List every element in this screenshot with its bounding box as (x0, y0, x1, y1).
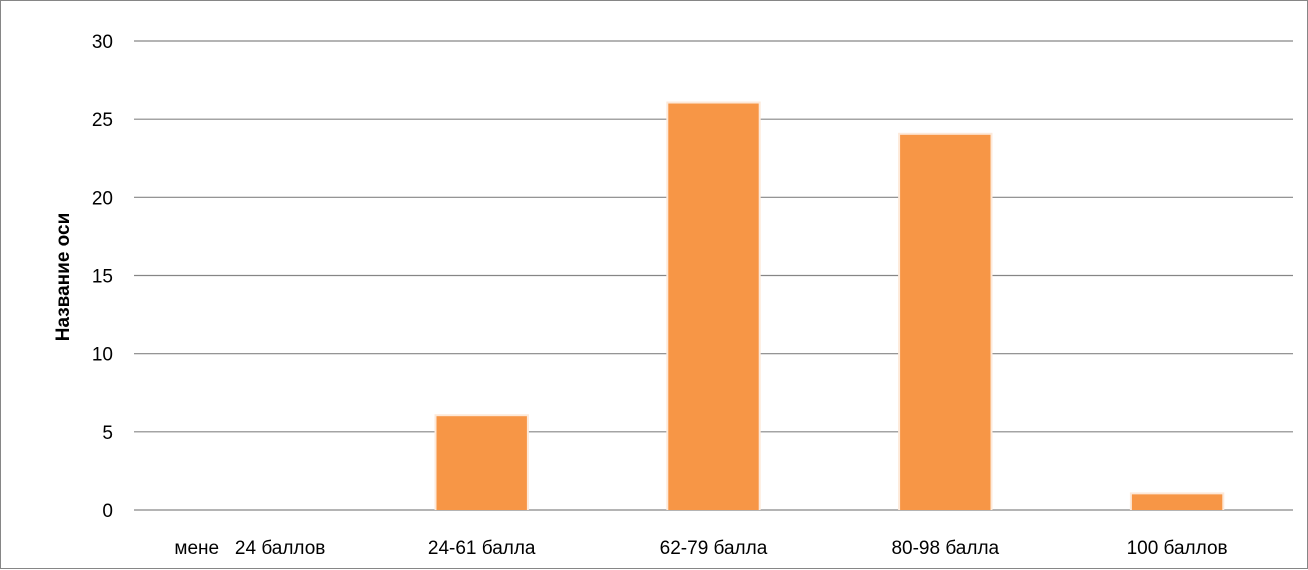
y-axis-title: Название оси (53, 213, 74, 342)
y-tick-label: 30 (92, 32, 113, 53)
x-tick-label: мене 24 баллов (174, 538, 325, 559)
x-tick-label: 100 баллов (1127, 538, 1228, 559)
y-tick-label: 15 (92, 267, 113, 288)
x-tick-label: 24-61 балла (428, 538, 536, 559)
bar-1 (436, 416, 527, 510)
y-tick-labels: 0 5 10 15 20 25 30 (92, 32, 113, 522)
bar-2 (668, 103, 759, 511)
y-tick-label: 0 (102, 501, 113, 522)
bar-3 (900, 134, 991, 511)
x-tick-label: 80-98 балла (891, 538, 999, 559)
x-tick-labels: мене 24 баллов 24-61 балла 62-79 балла 80-9… (174, 538, 1227, 559)
y-tick-label: 20 (92, 188, 113, 209)
y-tick-label: 5 (102, 423, 113, 444)
y-tick-label: 10 (92, 345, 113, 366)
y-tick-label: 25 (92, 110, 113, 131)
x-tick-label: 62-79 балла (660, 538, 768, 559)
bars (434, 101, 1225, 511)
bar-4 (1131, 494, 1223, 510)
